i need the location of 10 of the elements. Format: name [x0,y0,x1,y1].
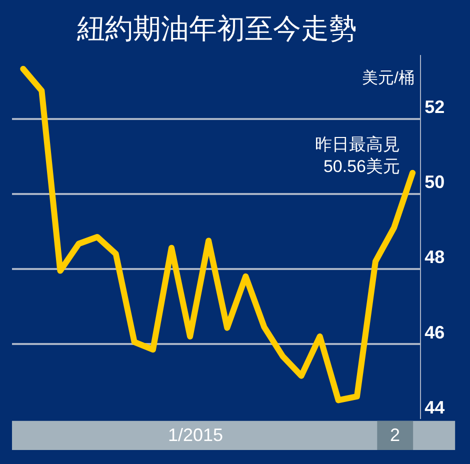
y-tick-label: 50 [424,172,445,192]
y-tick-label: 46 [424,322,445,342]
chart-title: 紐約期油年初至今走勢 [76,13,357,44]
text: 1/2015 [168,425,224,445]
y-tick-label: 44 [424,397,445,418]
y-tick-label: 48 [424,247,445,268]
y-tick-label: 52 [424,97,445,118]
annotation: 昨日最高見 50.56美元 [315,135,400,176]
text: 2 [390,425,400,445]
y-axis-title: 美元/桶 [362,69,414,87]
